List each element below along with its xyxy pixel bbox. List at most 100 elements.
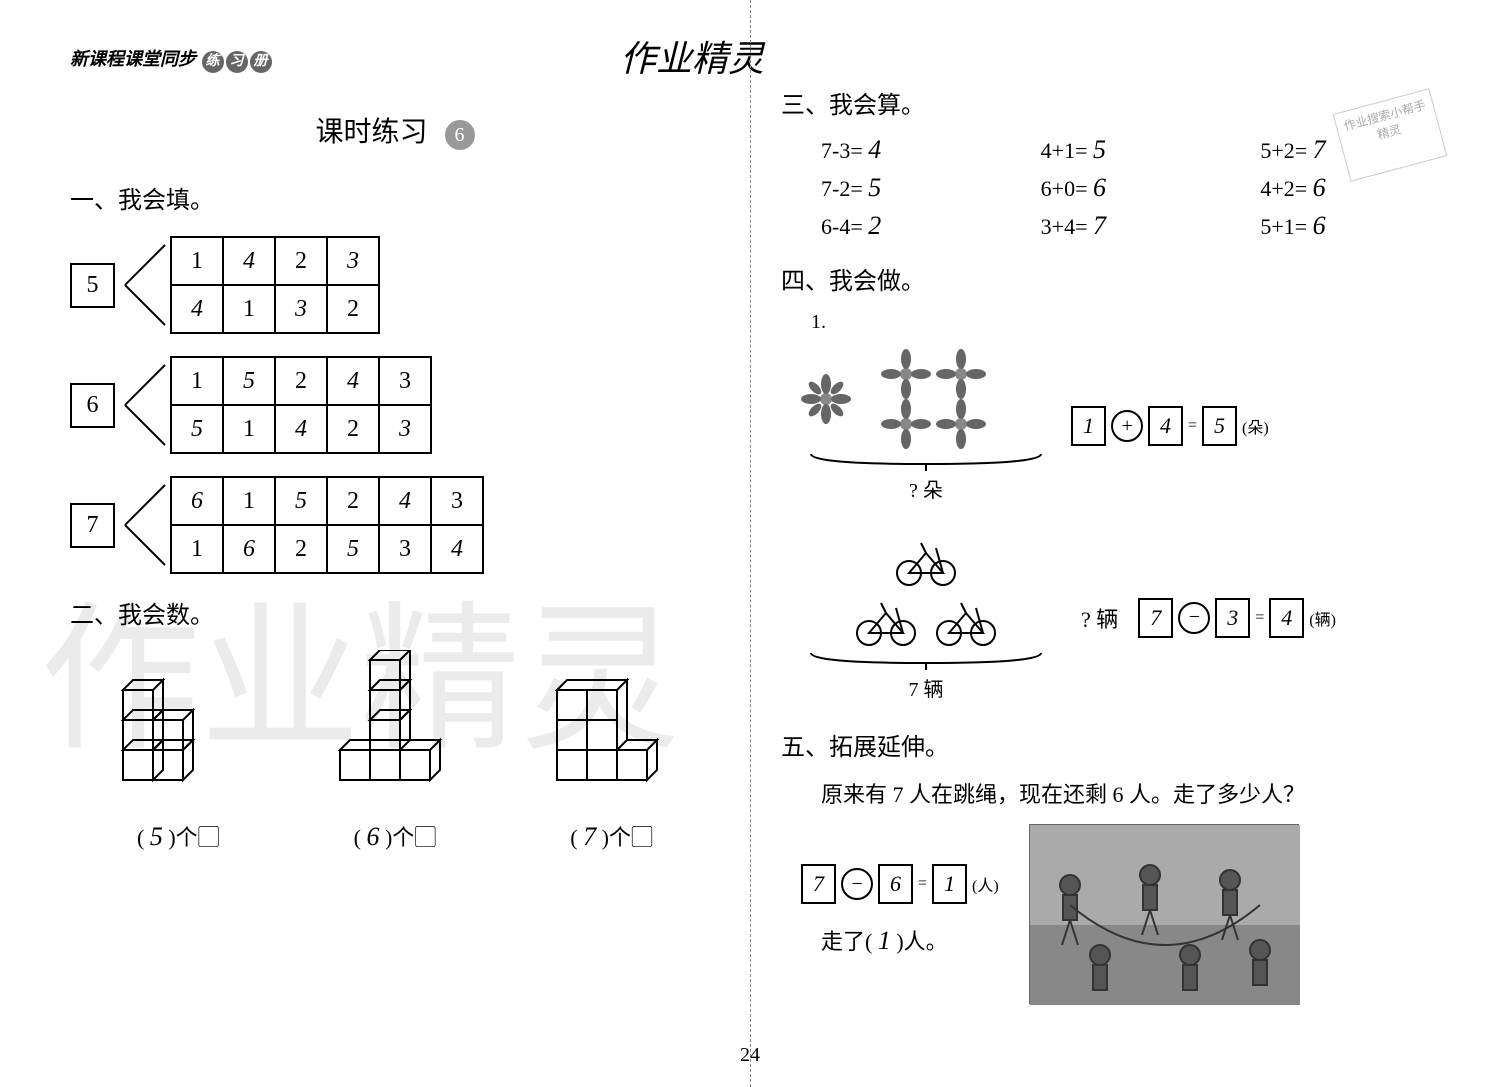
page-number: 24 xyxy=(740,1044,760,1067)
eq-b: 6 xyxy=(878,864,913,904)
cell: 1 xyxy=(223,477,275,525)
cell: 2 xyxy=(327,405,379,453)
eq-a: 7 xyxy=(1138,598,1173,638)
cell: 4 xyxy=(275,405,327,453)
q4-2-question: ? 辆 xyxy=(1081,602,1118,634)
cube-ans-1: 5 xyxy=(150,822,163,851)
cube-unit-2: 个 xyxy=(392,825,414,850)
cell: 2 xyxy=(275,357,327,405)
eq-eq: = xyxy=(918,875,927,893)
eq-c: 1 xyxy=(932,864,967,904)
cube-unit-1: 个 xyxy=(176,825,198,850)
flower-icon xyxy=(881,399,931,449)
cube-item-1: ( 5 )个▢ xyxy=(103,650,253,852)
brace-icon xyxy=(801,648,1051,673)
cell: 3 xyxy=(379,357,431,405)
cell: 5 xyxy=(171,405,223,453)
decomp-7: 7 6 1 5 2 4 3 1 6 2 5 3 4 xyxy=(70,475,720,575)
section5-heading: 五、拓展延伸。 xyxy=(781,727,1460,762)
eq-c: 4 xyxy=(1269,598,1304,638)
cell: 6 xyxy=(171,477,223,525)
grid-7: 6 1 5 2 4 3 1 6 2 5 3 4 xyxy=(170,476,484,574)
q5-row: 7 − 6 = 1 (人) 走了( 1 )人。 xyxy=(781,824,1460,1004)
calc-9: 5+1= 6 xyxy=(1260,211,1460,241)
cell: 5 xyxy=(223,357,275,405)
cell: 3 xyxy=(379,525,431,573)
cell: 3 xyxy=(275,285,327,333)
eq-a: 1 xyxy=(1071,406,1106,446)
equation-1: 1 + 4 = 5 (朵) xyxy=(1071,406,1269,446)
cube-unit-3: 个 xyxy=(609,825,631,850)
cell: 2 xyxy=(327,285,379,333)
eq-c: 5 xyxy=(1202,406,1237,446)
cube-label-2: ( 6 )个▢ xyxy=(320,820,470,852)
cell: 4 xyxy=(431,525,483,573)
eq-unit: (辆) xyxy=(1309,606,1336,630)
cube-label-1: ( 5 )个▢ xyxy=(103,820,253,852)
cell: 5 xyxy=(275,477,327,525)
equation-3: 7 − 6 = 1 (人) xyxy=(801,864,999,904)
cell: 1 xyxy=(171,525,223,573)
eq-unit: (人) xyxy=(972,872,999,896)
decomp-5: 5 1 4 2 3 4 1 3 2 xyxy=(70,235,720,335)
flower-icon xyxy=(936,349,986,399)
eq-b: 3 xyxy=(1215,598,1250,638)
calc-2: 4+1= 5 xyxy=(1041,135,1241,165)
calc-7: 6-4= 2 xyxy=(821,211,1021,241)
bike-icon xyxy=(931,593,1001,648)
eq-a: 7 xyxy=(801,864,836,904)
bike-group xyxy=(801,533,1051,648)
cell: 2 xyxy=(275,237,327,285)
cell: 4 xyxy=(223,237,275,285)
cube-item-3: ( 7 )个▢ xyxy=(537,650,687,852)
calc-8: 3+4= 7 xyxy=(1041,211,1241,241)
flower-icon xyxy=(881,349,931,399)
section2-heading: 二、我会数。 xyxy=(70,595,720,630)
section4-heading: 四、我会做。 xyxy=(781,261,1460,296)
left-column: 课时练习 6 一、我会填。 5 1 4 2 3 4 1 3 2 xyxy=(0,0,750,1087)
flower-group xyxy=(801,349,1051,449)
result-suffix: )人。 xyxy=(896,929,947,954)
cell: 2 xyxy=(275,525,327,573)
cube-ans-2: 6 xyxy=(366,822,379,851)
cell: 6 xyxy=(223,525,275,573)
q5-text: 原来有 7 人在跳绳，现在还剩 6 人。走了多少人？ xyxy=(821,777,1460,809)
grid-5: 1 4 2 3 4 1 3 2 xyxy=(170,236,380,334)
q4-1: ? 朵 1 + 4 = 5 (朵) xyxy=(801,349,1460,503)
grid-6: 1 5 2 4 3 5 1 4 2 3 xyxy=(170,356,432,454)
right-column: 作业搜索小帮手 精灵 三、我会算。 7-3= 4 4+1= 5 5+2= 7 7… xyxy=(750,0,1500,1087)
result-prefix: 走了( xyxy=(821,929,872,954)
cube-ans-3: 7 xyxy=(583,822,596,851)
decomp-num-6: 6 xyxy=(70,383,115,428)
calc-1: 7-3= 4 xyxy=(821,135,1021,165)
q4-2: 7 辆 ? 辆 7 − 3 = 4 (辆) xyxy=(801,533,1460,702)
cell: 1 xyxy=(223,405,275,453)
cubes-icon xyxy=(103,650,253,810)
decomp-6: 6 1 5 2 4 3 5 1 4 2 3 xyxy=(70,355,720,455)
cell: 3 xyxy=(431,477,483,525)
calc-4: 7-2= 5 xyxy=(821,173,1021,203)
flower-icon xyxy=(936,399,986,449)
bike-icon xyxy=(891,533,961,588)
brace-label-2: 7 辆 xyxy=(801,673,1051,702)
page: 新课程课堂同步 练习册 作业精灵 课时练习 6 一、我会填。 5 1 4 2 3… xyxy=(0,0,1500,1087)
bracket-icon xyxy=(120,235,170,335)
decomp-num-7: 7 xyxy=(70,503,115,548)
cell: 4 xyxy=(379,477,431,525)
eq-op: − xyxy=(1178,602,1210,634)
cubes-icon xyxy=(537,650,687,810)
q4-1-label: 1. xyxy=(811,311,1460,334)
result-ans: 1 xyxy=(878,926,891,955)
cube-label-3: ( 7 )个▢ xyxy=(537,820,687,852)
cell: 5 xyxy=(327,525,379,573)
jump-rope-image xyxy=(1029,824,1299,1004)
eq-eq: = xyxy=(1255,609,1264,627)
cell: 1 xyxy=(171,237,223,285)
cell: 1 xyxy=(171,357,223,405)
eq-op: + xyxy=(1111,410,1143,442)
cell: 3 xyxy=(379,405,431,453)
cell: 4 xyxy=(327,357,379,405)
cell: 2 xyxy=(327,477,379,525)
eq-eq: = xyxy=(1188,417,1197,435)
eq-op: − xyxy=(841,868,873,900)
